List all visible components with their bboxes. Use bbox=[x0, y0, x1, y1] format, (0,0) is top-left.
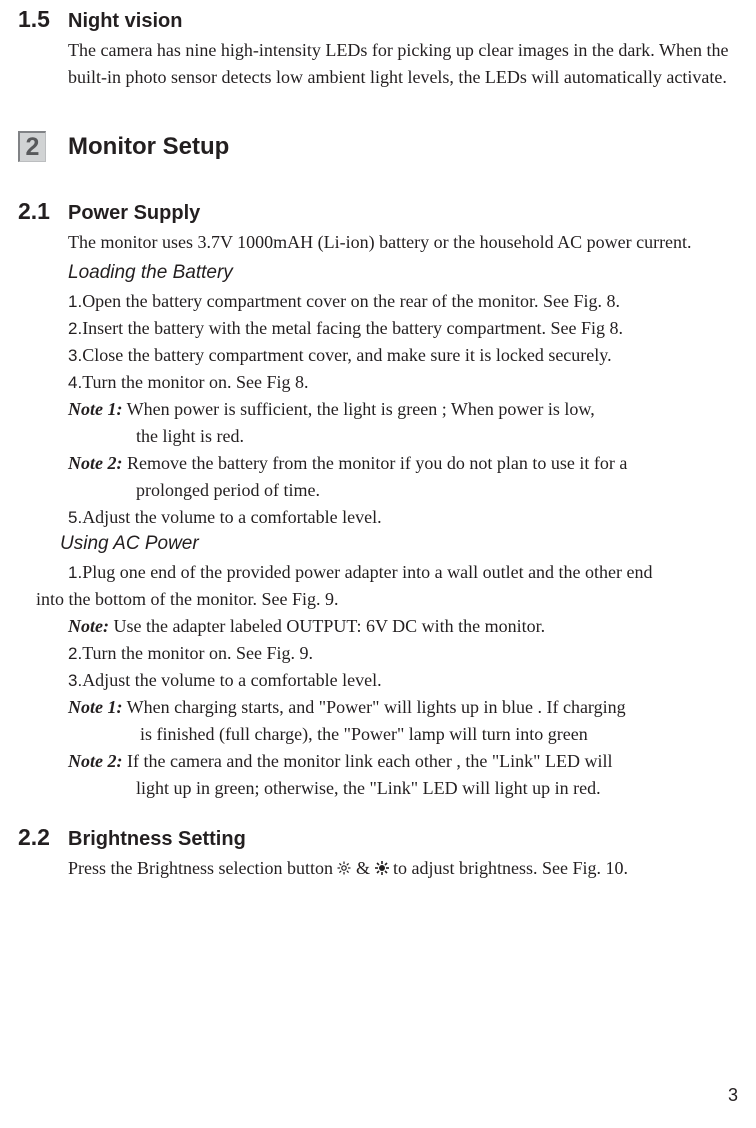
section-2-1-header: 2.1 Power Supply bbox=[18, 198, 738, 225]
note-label: Note 1: bbox=[68, 399, 122, 419]
list-text: Close the battery compartment cover, and… bbox=[82, 345, 611, 365]
power-supply-intro: The monitor uses 3.7V 1000mAH (Li-ion) b… bbox=[68, 229, 738, 256]
note-text: When power is sufficient, the light is g… bbox=[122, 399, 594, 419]
brightness-body: Press the Brightness selection button & … bbox=[68, 855, 738, 883]
list-text: Insert the battery with the metal facing… bbox=[82, 318, 623, 338]
brightness-text-after: to adjust brightness. See Fig. 10. bbox=[389, 858, 629, 878]
list-num: 3. bbox=[68, 671, 82, 690]
note-text: Use the adapter labeled OUTPUT: 6V DC wi… bbox=[109, 616, 545, 636]
section-num-2-1: 2.1 bbox=[18, 198, 50, 224]
ac-note-1: Note 1: When charging starts, and "Power… bbox=[68, 694, 738, 721]
ac-step-1-cont: into the bottom of the monitor. See Fig.… bbox=[36, 586, 738, 613]
night-vision-body: The camera has nine high-intensity LEDs … bbox=[68, 37, 738, 91]
section-2-header: 2 Monitor Setup bbox=[18, 131, 738, 162]
brightness-text-before: Press the Brightness selection button bbox=[68, 858, 337, 878]
ac-note: Note: Use the adapter labeled OUTPUT: 6V… bbox=[68, 613, 738, 640]
battery-note-2: Note 2: Remove the battery from the moni… bbox=[68, 450, 738, 477]
list-text: Turn the monitor on. See Fig 8. bbox=[82, 372, 308, 392]
section-num-2-2: 2.2 bbox=[18, 824, 50, 850]
battery-step-1: 1.Open the battery compartment cover on … bbox=[68, 288, 738, 315]
brightness-high-icon bbox=[375, 856, 389, 883]
battery-step-3: 3.Close the battery compartment cover, a… bbox=[68, 342, 738, 369]
list-num: 2. bbox=[68, 644, 82, 663]
battery-step-2: 2.Insert the battery with the metal faci… bbox=[68, 315, 738, 342]
brightness-amp: & bbox=[351, 858, 374, 878]
section-num-2: 2 bbox=[18, 131, 46, 162]
section-2-2-header: 2.2 Brightness Setting bbox=[18, 824, 738, 851]
list-text: Turn the monitor on. See Fig. 9. bbox=[82, 643, 313, 663]
battery-step-5: 5.Adjust the volume to a comfortable lev… bbox=[68, 504, 738, 531]
section-title-power-supply: Power Supply bbox=[68, 202, 200, 224]
section-num-1-5: 1.5 bbox=[18, 6, 50, 32]
ac-step-3: 3.Adjust the volume to a comfortable lev… bbox=[68, 667, 738, 694]
list-text: Adjust the volume to a comfortable level… bbox=[82, 507, 381, 527]
section-title-monitor-setup: Monitor Setup bbox=[68, 133, 229, 160]
using-ac-title: Using AC Power bbox=[60, 533, 199, 554]
page-number: 3 bbox=[728, 1085, 738, 1106]
list-num: 2. bbox=[68, 319, 82, 338]
note-text: When charging starts, and "Power" will l… bbox=[122, 697, 625, 717]
note-label: Note 2: bbox=[68, 453, 122, 473]
list-text: Plug one end of the provided power adapt… bbox=[82, 562, 652, 582]
note-label: Note: bbox=[68, 616, 109, 636]
loading-battery-title: Loading the Battery bbox=[68, 262, 233, 283]
ac-step-1: 1.Plug one end of the provided power ada… bbox=[68, 559, 738, 586]
note-text: If the camera and the monitor link each … bbox=[122, 751, 612, 771]
note-text: Remove the battery from the monitor if y… bbox=[122, 453, 627, 473]
note-label: Note 2: bbox=[68, 751, 122, 771]
battery-note-2-cont: prolonged period of time. bbox=[68, 477, 738, 504]
list-num: 3. bbox=[68, 346, 82, 365]
list-num: 1. bbox=[68, 292, 82, 311]
brightness-low-icon bbox=[337, 856, 351, 883]
list-num: 4. bbox=[68, 373, 82, 392]
note-label: Note 1: bbox=[68, 697, 122, 717]
list-text: Open the battery compartment cover on th… bbox=[82, 291, 620, 311]
ac-note-1-cont: is finished (full charge), the "Power" l… bbox=[68, 721, 738, 748]
battery-note-1-cont: the light is red. bbox=[68, 423, 738, 450]
section-title-brightness: Brightness Setting bbox=[68, 828, 246, 850]
ac-step-2: 2.Turn the monitor on. See Fig. 9. bbox=[68, 640, 738, 667]
list-text: Adjust the volume to a comfortable level… bbox=[82, 670, 381, 690]
section-title-night-vision: Night vision bbox=[68, 10, 182, 32]
ac-note-2: Note 2: If the camera and the monitor li… bbox=[68, 748, 738, 775]
list-num: 1. bbox=[68, 563, 82, 582]
list-num: 5. bbox=[68, 508, 82, 527]
battery-step-4: 4.Turn the monitor on. See Fig 8. bbox=[68, 369, 738, 396]
ac-note-2-cont: light up in green; otherwise, the "Link"… bbox=[68, 775, 738, 802]
section-1-5-header: 1.5 Night vision bbox=[18, 6, 738, 33]
battery-note-1: Note 1: When power is sufficient, the li… bbox=[68, 396, 738, 423]
